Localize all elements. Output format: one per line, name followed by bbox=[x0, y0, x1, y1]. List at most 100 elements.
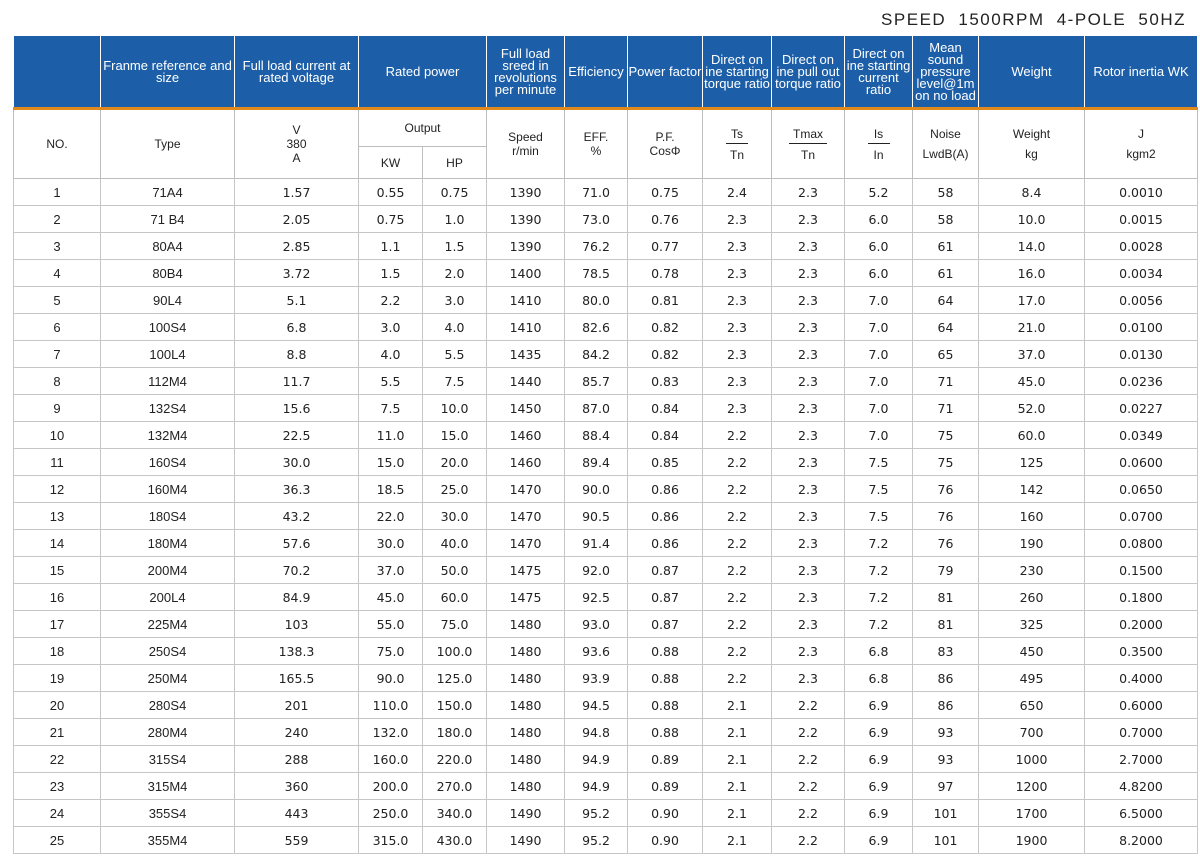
cell-no: 9 bbox=[13, 394, 101, 422]
cell-inertia: 0.0130 bbox=[1084, 340, 1198, 368]
table-row: 18 250S4 138.3 75.0 100.0 1480 93.6 0.88 2.2 2.3 6… bbox=[13, 637, 1198, 665]
cell-tmax: 2.3 bbox=[771, 394, 845, 422]
cell-inertia: 0.0227 bbox=[1084, 394, 1198, 422]
cell-current: 103 bbox=[234, 610, 359, 638]
cell-ts: 2.4 bbox=[702, 178, 772, 206]
cell-is: 7.2 bbox=[844, 556, 913, 584]
cell-current: 30.0 bbox=[234, 448, 359, 476]
cell-inertia: 0.1800 bbox=[1084, 583, 1198, 611]
cell-type: 132M4 bbox=[100, 421, 235, 449]
cell-tmax: 2.3 bbox=[771, 448, 845, 476]
cell-eff: 87.0 bbox=[564, 394, 628, 422]
cell-weight: 1000 bbox=[978, 745, 1085, 773]
cell-weight: 1700 bbox=[978, 799, 1085, 827]
cell-hp: 7.5 bbox=[422, 367, 487, 395]
cell-current: 15.6 bbox=[234, 394, 359, 422]
cell-no: 20 bbox=[13, 691, 101, 719]
cell-kw: 45.0 bbox=[358, 583, 423, 611]
cell-eff: 78.5 bbox=[564, 259, 628, 287]
cell-pf: 0.86 bbox=[627, 529, 703, 557]
cell-kw: 132.0 bbox=[358, 718, 423, 746]
cell-speed: 1475 bbox=[486, 583, 565, 611]
cell-hp: 220.0 bbox=[422, 745, 487, 773]
cell-type: 250M4 bbox=[100, 664, 235, 692]
cell-noise: 61 bbox=[912, 232, 979, 260]
cell-current: 57.6 bbox=[234, 529, 359, 557]
cell-type: 355S4 bbox=[100, 799, 235, 827]
cell-type: 80A4 bbox=[100, 232, 235, 260]
cell-noise: 76 bbox=[912, 529, 979, 557]
cell-inertia: 0.4000 bbox=[1084, 664, 1198, 692]
cell-is: 6.0 bbox=[844, 205, 913, 233]
cell-hp: 2.0 bbox=[422, 259, 487, 287]
cell-noise: 86 bbox=[912, 664, 979, 692]
cell-inertia: 0.2000 bbox=[1084, 610, 1198, 638]
cell-noise: 71 bbox=[912, 367, 979, 395]
cell-current: 5.1 bbox=[234, 286, 359, 314]
cell-hp: 3.0 bbox=[422, 286, 487, 314]
cell-pf: 0.87 bbox=[627, 610, 703, 638]
table-row: 23 315M4 360 200.0 270.0 1480 94.9 0.89 2.1 2.2 6.… bbox=[13, 772, 1198, 800]
cell-is: 7.2 bbox=[844, 583, 913, 611]
table-row: 15 200M4 70.2 37.0 50.0 1475 92.0 0.87 2.2 2.3 7.2… bbox=[13, 556, 1198, 584]
cell-pf: 0.90 bbox=[627, 799, 703, 827]
cell-weight: 650 bbox=[978, 691, 1085, 719]
cell-noise: 75 bbox=[912, 421, 979, 449]
cell-hp: 20.0 bbox=[422, 448, 487, 476]
cell-pf: 0.81 bbox=[627, 286, 703, 314]
cell-is: 5.2 bbox=[844, 178, 913, 206]
cell-speed: 1480 bbox=[486, 691, 565, 719]
cell-weight: 16.0 bbox=[978, 259, 1085, 287]
header-row-sub2: KW HP bbox=[14, 146, 1198, 179]
cell-tmax: 2.2 bbox=[771, 691, 845, 719]
cell-hp: 30.0 bbox=[422, 502, 487, 530]
cell-noise: 81 bbox=[912, 583, 979, 611]
cell-kw: 0.75 bbox=[358, 205, 423, 233]
header-blank bbox=[13, 36, 101, 109]
cell-speed: 1390 bbox=[486, 178, 565, 206]
cell-pf: 0.88 bbox=[627, 691, 703, 719]
table-body: 1 71A4 1.57 0.55 0.75 1390 71.0 0.75 2.4 2.3 5.2 58… bbox=[13, 178, 1198, 854]
sub-speed: Speed r/min bbox=[486, 108, 565, 179]
table-row: 10 132M4 22.5 11.0 15.0 1460 88.4 0.84 2.2 2.3 7.0… bbox=[13, 421, 1198, 449]
cell-speed: 1460 bbox=[486, 448, 565, 476]
header-speed: Full load sreed in revolutions per minut… bbox=[486, 36, 565, 109]
cell-hp: 430.0 bbox=[422, 826, 487, 854]
cell-weight: 60.0 bbox=[978, 421, 1085, 449]
table-row: 25 355M4 559 315.0 430.0 1490 95.2 0.90 2.1 2.2 6.… bbox=[13, 826, 1198, 854]
cell-ts: 2.1 bbox=[702, 826, 772, 854]
cell-no: 1 bbox=[13, 178, 101, 206]
cell-speed: 1470 bbox=[486, 475, 565, 503]
cell-type: 280S4 bbox=[100, 691, 235, 719]
cell-tmax: 2.3 bbox=[771, 475, 845, 503]
cell-current: 2.85 bbox=[234, 232, 359, 260]
cell-eff: 90.5 bbox=[564, 502, 628, 530]
cell-tmax: 2.3 bbox=[771, 664, 845, 692]
cell-kw: 110.0 bbox=[358, 691, 423, 719]
cell-current: 288 bbox=[234, 745, 359, 773]
header-current: Full load current at rated voltage bbox=[234, 36, 359, 109]
cell-pf: 0.87 bbox=[627, 556, 703, 584]
cell-kw: 15.0 bbox=[358, 448, 423, 476]
cell-is: 6.9 bbox=[844, 772, 913, 800]
cell-pf: 0.75 bbox=[627, 178, 703, 206]
sub-v: V bbox=[292, 123, 301, 137]
cell-ts: 2.1 bbox=[702, 691, 772, 719]
cell-noise: 58 bbox=[912, 205, 979, 233]
cell-current: 11.7 bbox=[234, 367, 359, 395]
cell-speed: 1440 bbox=[486, 367, 565, 395]
cell-is: 6.9 bbox=[844, 691, 913, 719]
cell-speed: 1460 bbox=[486, 421, 565, 449]
cell-kw: 11.0 bbox=[358, 421, 423, 449]
cell-weight: 450 bbox=[978, 637, 1085, 665]
cell-pf: 0.86 bbox=[627, 475, 703, 503]
cell-weight: 21.0 bbox=[978, 313, 1085, 341]
cell-weight: 495 bbox=[978, 664, 1085, 692]
cell-eff: 76.2 bbox=[564, 232, 628, 260]
cell-no: 12 bbox=[13, 475, 101, 503]
cell-eff: 84.2 bbox=[564, 340, 628, 368]
cell-ts: 2.3 bbox=[702, 313, 772, 341]
cell-weight: 700 bbox=[978, 718, 1085, 746]
cell-no: 8 bbox=[13, 367, 101, 395]
cell-pf: 0.90 bbox=[627, 826, 703, 854]
